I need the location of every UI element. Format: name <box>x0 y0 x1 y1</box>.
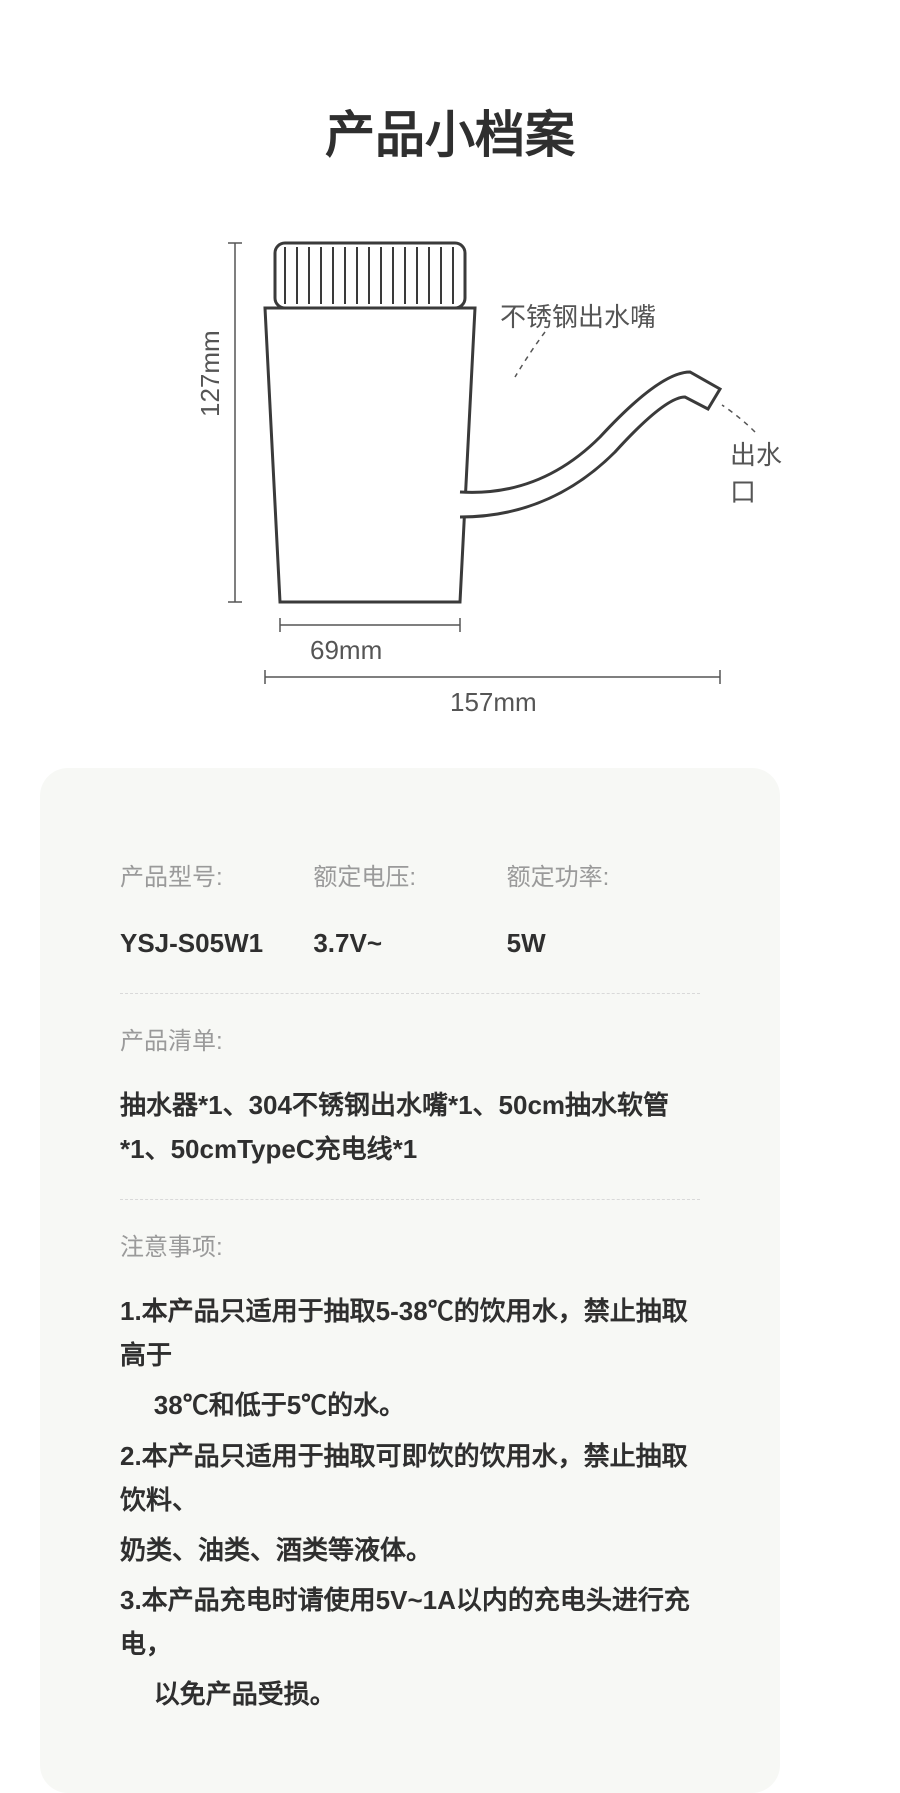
note-line: 2.本产品只适用于抽取可即饮的饮用水，禁止抽取饮料、 <box>120 1434 700 1522</box>
spec-section-contents: 产品清单: 抽水器*1、304不锈钢出水嘴*1、50cm抽水软管*1、50cmT… <box>120 1022 700 1200</box>
product-diagram: 127mm 69mm 157mm 不锈钢出水嘴 出水口 <box>100 237 800 747</box>
spout-callout-label: 不锈钢出水嘴 <box>500 297 656 334</box>
section-label: 产品清单: <box>120 1022 700 1063</box>
base-width-label: 69mm <box>310 635 382 666</box>
spec-value: YSJ-S05W1 <box>120 921 313 965</box>
page-title: 产品小档案 <box>0 0 900 167</box>
outlet-callout-label: 出水口 <box>730 435 800 509</box>
spec-cell-voltage: 额定电压: 3.7V~ <box>313 858 506 965</box>
note-line: 1.本产品只适用于抽取5-38℃的饮用水，禁止抽取高于 <box>120 1289 700 1377</box>
section-body: 抽水器*1、304不锈钢出水嘴*1、50cm抽水软管*1、50cmTypeC充电… <box>120 1083 700 1200</box>
height-label: 127mm <box>195 330 226 417</box>
note-line: 以免产品受损。 <box>120 1672 700 1716</box>
spec-row-1: 产品型号: YSJ-S05W1 额定电压: 3.7V~ 额定功率: 5W <box>120 858 700 994</box>
spec-card: 产品型号: YSJ-S05W1 额定电压: 3.7V~ 额定功率: 5W 产品清… <box>40 768 780 1793</box>
note-line: 38℃和低于5℃的水。 <box>120 1383 700 1427</box>
spec-label: 额定电压: <box>313 858 506 899</box>
note-line: 奶类、油类、酒类等液体。 <box>120 1528 700 1572</box>
total-width-label: 157mm <box>450 687 537 718</box>
spec-cell-model: 产品型号: YSJ-S05W1 <box>120 858 313 965</box>
spec-label: 产品型号: <box>120 858 313 899</box>
notes-list: 1.本产品只适用于抽取5-38℃的饮用水，禁止抽取高于 38℃和低于5℃的水。 2.… <box>120 1289 700 1717</box>
spec-label: 额定功率: <box>507 858 700 899</box>
spec-section-notes: 注意事项: 1.本产品只适用于抽取5-38℃的饮用水，禁止抽取高于 38℃和低于5… <box>120 1228 700 1716</box>
spec-cell-power: 额定功率: 5W <box>507 858 700 965</box>
diagram-svg <box>100 237 800 747</box>
note-line: 3.本产品充电时请使用5V~1A以内的充电头进行充电， <box>120 1578 700 1666</box>
section-label: 注意事项: <box>120 1228 700 1269</box>
spec-value: 5W <box>507 921 700 965</box>
spec-value: 3.7V~ <box>313 921 506 965</box>
